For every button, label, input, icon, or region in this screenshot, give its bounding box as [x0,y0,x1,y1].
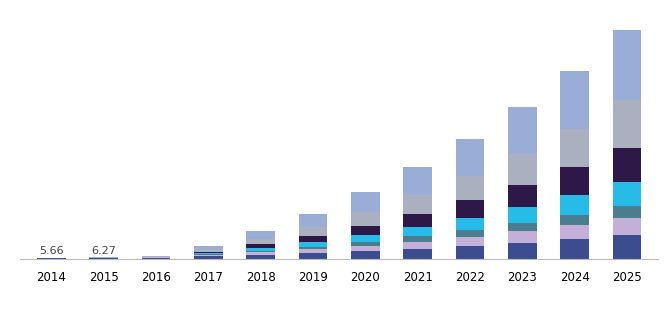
Bar [612,100,641,147]
Bar [560,195,589,215]
Bar [612,218,641,235]
Bar [508,243,537,259]
Bar [456,201,484,218]
Bar [508,185,537,207]
Bar [456,246,484,259]
Bar [508,107,537,153]
Bar [194,253,223,254]
Bar [246,252,275,255]
Bar [351,246,380,251]
Bar [456,237,484,246]
Bar [508,153,537,185]
Bar [194,249,223,252]
Bar [299,236,327,242]
Bar [351,192,380,212]
Bar [508,231,537,243]
Bar [246,255,275,259]
Bar [560,215,589,225]
Bar [560,239,589,259]
Bar [299,249,327,253]
Bar [194,252,223,253]
Bar [246,248,275,251]
Bar [142,257,170,258]
Bar [246,251,275,252]
Bar [351,251,380,259]
Bar [560,225,589,239]
Bar [403,236,432,242]
Bar [351,212,380,226]
Bar [403,242,432,249]
Bar [456,218,484,230]
Bar [142,256,170,257]
Bar [508,207,537,223]
Bar [194,246,223,249]
Bar [351,226,380,235]
Bar [508,223,537,231]
Bar [612,147,641,182]
Bar [456,139,484,176]
Bar [403,214,432,227]
Bar [456,230,484,237]
Bar [246,244,275,248]
Bar [37,258,66,259]
Bar [403,167,432,195]
Bar [299,242,327,247]
Bar [560,128,589,167]
Bar [612,182,641,206]
Bar [299,253,327,259]
Text: 5.66: 5.66 [39,246,64,256]
Bar [246,231,275,239]
Bar [560,71,589,129]
Bar [612,235,641,259]
Bar [299,227,327,236]
Bar [246,239,275,244]
Bar [403,249,432,259]
Bar [194,256,223,259]
Bar [456,176,484,201]
Bar [560,167,589,195]
Bar [612,206,641,218]
Bar [89,258,118,259]
Bar [612,30,641,100]
Bar [194,254,223,255]
Bar [299,213,327,227]
Bar [403,227,432,236]
Bar [351,242,380,246]
Bar [299,247,327,249]
Bar [351,235,380,242]
Bar [194,255,223,256]
Text: 6.27: 6.27 [91,246,116,256]
Bar [142,258,170,259]
Bar [403,195,432,214]
